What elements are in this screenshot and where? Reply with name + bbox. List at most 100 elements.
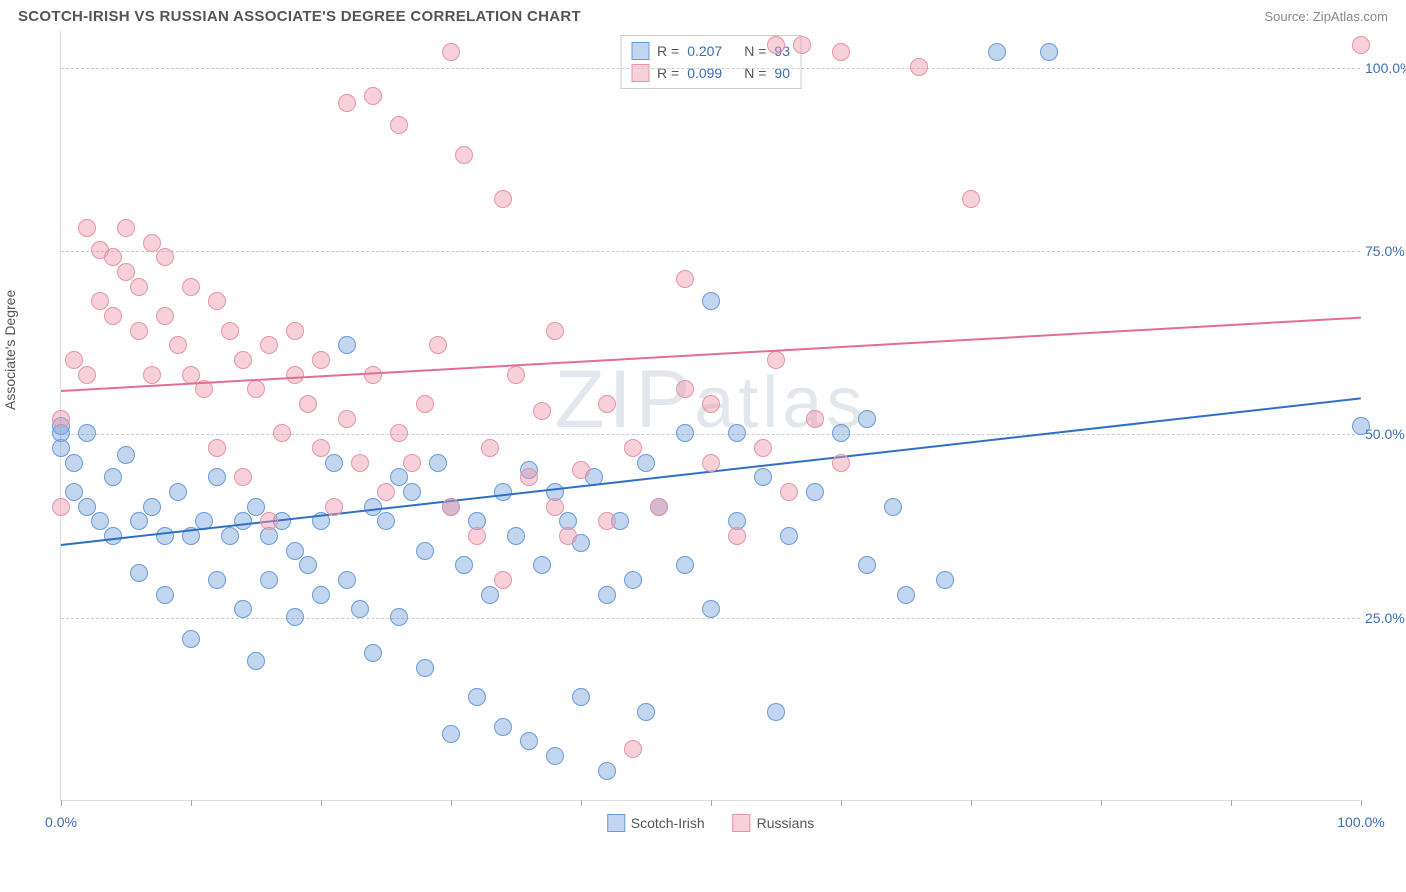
scatter-point <box>429 336 447 354</box>
scatter-point <box>429 454 447 472</box>
scatter-point <box>130 322 148 340</box>
scatter-point <box>598 586 616 604</box>
scatter-point <box>390 468 408 486</box>
scatter-point <box>78 219 96 237</box>
chart-title: SCOTCH-IRISH VS RUSSIAN ASSOCIATE'S DEGR… <box>18 8 581 25</box>
scatter-point <box>117 219 135 237</box>
scatter-point <box>130 564 148 582</box>
scatter-point <box>91 292 109 310</box>
scatter-point <box>533 556 551 574</box>
scatter-point <box>143 366 161 384</box>
scatter-point <box>780 483 798 501</box>
scatter-point <box>143 498 161 516</box>
source-link[interactable]: ZipAtlas.com <box>1313 9 1388 24</box>
source-prefix: Source: <box>1264 9 1312 24</box>
scatter-point <box>936 571 954 589</box>
scatter-point <box>104 248 122 266</box>
scatter-point <box>754 439 772 457</box>
scatter-point <box>156 527 174 545</box>
x-tick <box>841 800 842 806</box>
scatter-point <box>637 703 655 721</box>
source-attribution: Source: ZipAtlas.com <box>1264 9 1388 24</box>
scatter-point <box>442 725 460 743</box>
scatter-point <box>1352 417 1370 435</box>
scatter-point <box>1352 36 1370 54</box>
scatter-point <box>442 43 460 61</box>
chart-container: ZIPatlas R =0.207N =93R =0.099N =90 25.0… <box>10 31 1396 801</box>
scatter-point <box>364 498 382 516</box>
scatter-point <box>377 483 395 501</box>
scatter-point <box>169 336 187 354</box>
scatter-point <box>416 659 434 677</box>
scatter-point <box>676 380 694 398</box>
scatter-point <box>676 424 694 442</box>
scatter-point <box>858 556 876 574</box>
scatter-point <box>494 718 512 736</box>
legend-swatch <box>733 814 751 832</box>
scatter-point <box>767 351 785 369</box>
scatter-point <box>338 410 356 428</box>
scatter-point <box>403 454 421 472</box>
scatter-point <box>520 732 538 750</box>
scatter-point <box>312 439 330 457</box>
scatter-point <box>728 527 746 545</box>
scatter-point <box>455 146 473 164</box>
scatter-point <box>78 366 96 384</box>
stat-row: R =0.099N =90 <box>631 62 790 84</box>
scatter-point <box>1040 43 1058 61</box>
scatter-point <box>234 468 252 486</box>
scatter-point <box>806 483 824 501</box>
gridline <box>61 251 1360 252</box>
scatter-point <box>325 498 343 516</box>
scatter-point <box>208 292 226 310</box>
stat-n-label: N = <box>744 43 766 59</box>
scatter-point <box>312 351 330 369</box>
scatter-point <box>338 571 356 589</box>
x-tick <box>1361 800 1362 806</box>
scatter-point <box>351 600 369 618</box>
scatter-point <box>793 36 811 54</box>
scatter-point <box>338 336 356 354</box>
scatter-point <box>247 380 265 398</box>
scatter-point <box>884 498 902 516</box>
scatter-point <box>52 439 70 457</box>
scatter-point <box>481 439 499 457</box>
scatter-point <box>286 542 304 560</box>
scatter-point <box>312 586 330 604</box>
scatter-point <box>624 571 642 589</box>
scatter-point <box>910 58 928 76</box>
scatter-point <box>546 747 564 765</box>
series-swatch <box>631 42 649 60</box>
scatter-point <box>962 190 980 208</box>
y-tick-label: 25.0% <box>1365 610 1406 626</box>
x-tick-label: 100.0% <box>1337 814 1384 830</box>
y-tick-label: 75.0% <box>1365 243 1406 259</box>
scatter-point <box>117 263 135 281</box>
scatter-point <box>494 483 512 501</box>
scatter-point <box>78 424 96 442</box>
scatter-point <box>546 322 564 340</box>
scatter-point <box>650 498 668 516</box>
legend-swatch <box>607 814 625 832</box>
gridline <box>61 434 1360 435</box>
plot-area: ZIPatlas R =0.207N =93R =0.099N =90 25.0… <box>60 31 1360 801</box>
scatter-point <box>897 586 915 604</box>
scatter-point <box>702 600 720 618</box>
scatter-point <box>572 688 590 706</box>
chart-header: SCOTCH-IRISH VS RUSSIAN ASSOCIATE'S DEGR… <box>0 0 1406 31</box>
scatter-point <box>234 600 252 618</box>
scatter-point <box>637 454 655 472</box>
scatter-point <box>702 292 720 310</box>
scatter-point <box>468 527 486 545</box>
y-tick-label: 50.0% <box>1365 426 1406 442</box>
stat-r-label: R = <box>657 43 679 59</box>
x-tick <box>581 800 582 806</box>
scatter-point <box>156 248 174 266</box>
scatter-point <box>533 402 551 420</box>
scatter-point <box>247 652 265 670</box>
scatter-point <box>780 527 798 545</box>
scatter-point <box>104 307 122 325</box>
scatter-point <box>598 512 616 530</box>
scatter-point <box>494 190 512 208</box>
stat-r-value: 0.207 <box>687 43 722 59</box>
